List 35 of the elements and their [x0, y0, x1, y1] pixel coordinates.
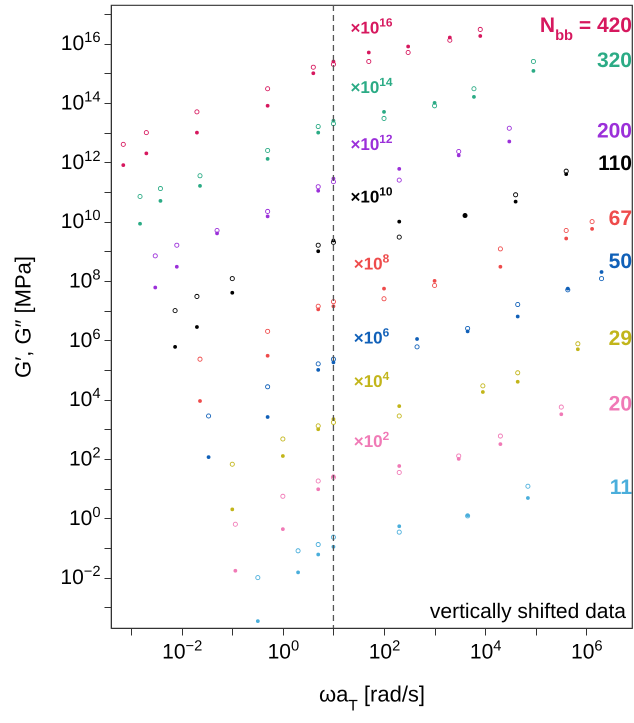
y-axis-title: G′, G″ [MPa] — [10, 256, 36, 378]
annotation: ×10$^{14}$ — [350, 74, 393, 97]
text: N$_{bb}$ = 420 — [540, 14, 632, 44]
y-tick-label: 10$^{4}$ — [68, 386, 100, 412]
y-tick-label: 10$^{−2}$ — [60, 564, 100, 590]
x-tick-label: 10$^{2}$ — [368, 638, 400, 664]
annotation: ×10$^{4}$ — [354, 369, 390, 392]
y-tick-label: 10$^{8}$ — [68, 267, 100, 292]
annotation: ×10$^{12}$ — [350, 132, 393, 154]
text: 200 — [596, 120, 632, 143]
x-tick-label: 10$^{6}$ — [571, 638, 603, 664]
text: 320 — [596, 48, 632, 72]
annotation: ×10$^{10}$ — [350, 184, 393, 207]
annotation: ×10$^{16}$ — [350, 16, 393, 38]
series-label: 50 — [608, 250, 632, 273]
y-tick-label: 10$^{10}$ — [60, 208, 100, 234]
text: 11 — [610, 476, 632, 500]
x-tick-label: 10$^{4}$ — [470, 638, 502, 664]
y-tick-label: 10$^{0}$ — [68, 504, 100, 530]
y-tick-label: 10$^{16}$ — [60, 30, 100, 56]
series-label: 110 — [598, 152, 632, 176]
annotation: ×10$^{2}$ — [354, 428, 390, 451]
x-tick-label: 10$^{0}$ — [268, 638, 300, 664]
y-tick-label: 10$^{2}$ — [68, 445, 100, 470]
annotation: vertically shifted data — [430, 600, 626, 623]
series-label: 67 — [608, 206, 632, 230]
annotation: ×10$^{8}$ — [354, 252, 390, 274]
x-axis-title: ωa$_{T}$ [rad/s] — [318, 682, 426, 714]
series-label: 29 — [608, 327, 632, 350]
y-tick-label: 10$^{6}$ — [68, 326, 100, 352]
y-tick-label: 10$^{12}$ — [60, 148, 100, 174]
text: 20 — [608, 392, 632, 416]
x-tick-label: 10$^{−2}$ — [162, 638, 202, 664]
annotation: ×10$^{6}$ — [354, 325, 390, 348]
y-tick-label: 10$^{14}$ — [60, 89, 100, 114]
